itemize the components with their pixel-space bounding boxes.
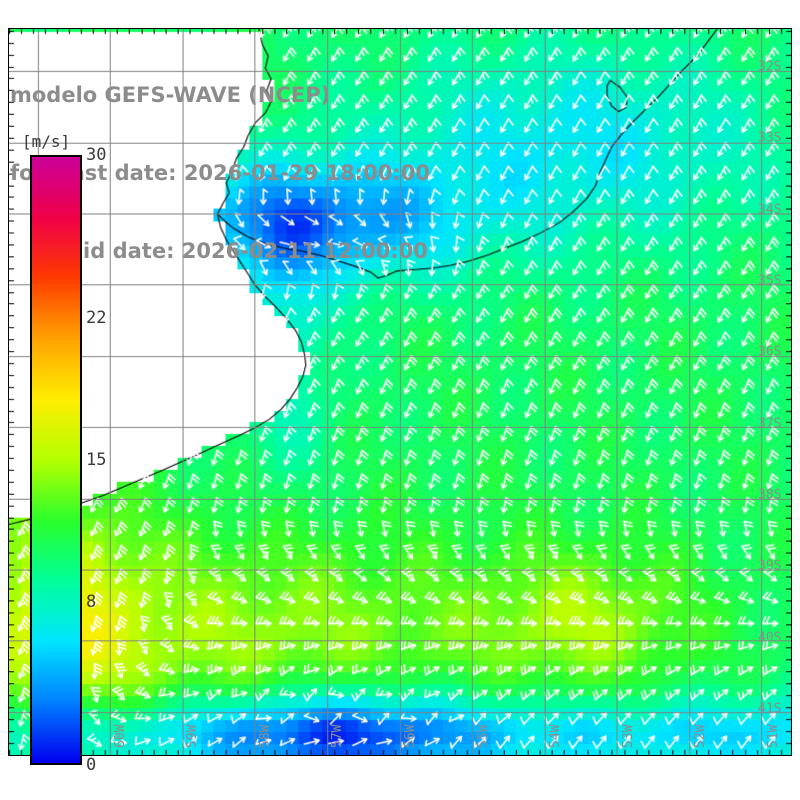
- longitude-label-53W: 53W: [620, 724, 636, 748]
- colorbar-gradient: [30, 155, 82, 765]
- latitude-label-37S: 37S: [758, 416, 782, 432]
- latitude-label-40S: 40S: [758, 630, 782, 646]
- colorbar-tick-22: 22: [86, 307, 107, 328]
- longitude-label-57W: 57W: [330, 724, 346, 748]
- colorbar[interactable]: [30, 155, 82, 765]
- longitude-label-52W: 52W: [693, 724, 709, 748]
- colorbar-tick-0: 0: [86, 755, 97, 775]
- latitude-label-33S: 33S: [758, 130, 782, 146]
- latitude-label-35S: 35S: [758, 273, 782, 289]
- colorbar-tick-15: 15: [86, 450, 107, 470]
- longitude-label-59W: 59W: [185, 724, 201, 748]
- colorbar-tick-8: 8: [86, 592, 97, 613]
- latitude-label-38S: 38S: [758, 487, 782, 503]
- latitude-label-36S: 36S: [758, 344, 782, 360]
- latitude-label-34S: 34S: [758, 202, 782, 218]
- latitude-label-39S: 39S: [758, 558, 782, 574]
- longitude-label-55W: 55W: [475, 724, 491, 748]
- longitude-label-54W: 54W: [548, 724, 564, 748]
- latitude-label-32S: 32S: [758, 59, 782, 75]
- colorbar-tick-30: 30: [86, 145, 107, 165]
- longitude-label-51W: 51W: [765, 724, 781, 748]
- longitude-label-60W: 60W: [112, 724, 128, 748]
- colorbar-unit-label: [m/s]: [22, 132, 71, 151]
- valid-date-label: valid date: 2026-02-11 12:00:00: [48, 239, 428, 263]
- axis-tick-marks: [9, 29, 791, 755]
- latitude-label-41S: 41S: [758, 701, 782, 717]
- map-plot-area[interactable]: [8, 28, 792, 756]
- longitude-label-56W: 56W: [403, 724, 418, 748]
- longitude-label-58W: 58W: [257, 724, 273, 748]
- model-name-label: modelo GEFS-WAVE (NCEP): [10, 83, 331, 107]
- figure-title-block: modelo GEFS-WAVE (NCEP) forecast date: 2…: [10, 30, 570, 316]
- forecast-date-label: forecast date: 2026-01-29 18:00:00: [10, 161, 430, 185]
